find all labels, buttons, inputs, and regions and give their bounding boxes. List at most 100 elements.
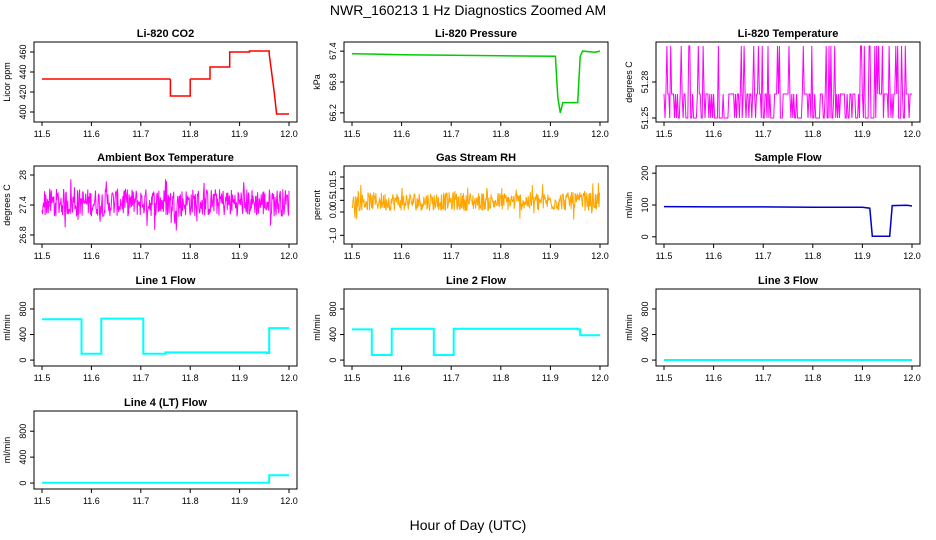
x-tick-label: 11.5	[344, 251, 361, 261]
x-tick-label: 11.8	[182, 129, 199, 139]
plot-frame	[655, 165, 921, 245]
y-tick-label: -1.0	[328, 228, 338, 244]
x-tick-label: 12.0	[903, 129, 921, 139]
x-tick-label: 11.8	[182, 251, 199, 261]
panel-1: Li-820 CO2 Licor ppm 11.5 11.6 11.7 11.8 11.9 1…	[2, 28, 298, 139]
x-tick-label: 11.6	[705, 251, 722, 261]
y-tick-label: 51.28	[640, 71, 650, 94]
y-tick-label: 67.4	[328, 42, 338, 60]
x-tick-label: 11.7	[755, 373, 772, 383]
x-tick-label: 11.7	[443, 129, 460, 139]
y-tick-label: 0	[640, 234, 650, 239]
y-tick-label: 460	[18, 44, 28, 59]
x-tick-label: 11.6	[393, 129, 410, 139]
panel-title: Line 3 Flow	[758, 275, 818, 287]
plot-frame	[33, 410, 298, 490]
plot-frame	[33, 288, 298, 367]
y-tick-label: 800	[18, 301, 28, 316]
x-tick-label: 11.5	[656, 373, 673, 383]
panel-9: Line 3 Flow ml/min 11.5 11.6 11.7 11.8 11.9 12.…	[624, 275, 921, 383]
panel-10: Line 4 (LT) Flow ml/min 11.5 11.6 11.7 11.8 11…	[2, 397, 298, 506]
y-tick-label: 1.0	[328, 182, 338, 195]
x-tick-label: 11.9	[854, 373, 871, 383]
x-tick-label: 11.7	[755, 251, 772, 261]
y-tick-label: 26.8	[18, 226, 28, 244]
x-tick-label: 11.7	[755, 129, 772, 139]
y-axis-label: ml/min	[2, 437, 12, 464]
series-line-1	[663, 204, 913, 237]
x-tick-label: 11.8	[804, 373, 821, 383]
series-line-3	[190, 50, 289, 115]
x-tick-label: 11.6	[393, 373, 410, 383]
y-tick-label: 420	[18, 84, 28, 99]
x-tick-label: 12.0	[591, 373, 609, 383]
x-tick-label: 12.0	[280, 373, 298, 383]
y-tick-label: 28	[18, 170, 28, 180]
y-tick-label: 800	[328, 301, 338, 316]
x-tick-label: 12.0	[280, 129, 298, 139]
panel-title: Line 4 (LT) Flow	[124, 397, 207, 409]
y-tick-label: 66.8	[328, 73, 338, 91]
panel-5: Gas Stream RH percent 11.5 11.6 11.7 11.8 11.9…	[312, 152, 609, 261]
x-tick-label: 12.0	[280, 251, 298, 261]
y-tick-label: 0.5	[328, 194, 338, 207]
panel-2: Li-820 Pressure kPa 11.5 11.6 11.7 11.8 11.9 12…	[312, 28, 609, 139]
panel-title: Li-820 Temperature	[738, 28, 839, 40]
x-tick-label: 11.6	[83, 496, 100, 506]
x-tick-label: 11.5	[656, 129, 673, 139]
y-tick-label: 27.4	[18, 196, 28, 214]
series-line-1	[351, 50, 601, 114]
y-tick-label: 0	[18, 481, 28, 486]
x-tick-label: 11.7	[443, 373, 460, 383]
y-tick-label: 200	[640, 166, 650, 181]
x-tick-label: 12.0	[903, 373, 921, 383]
x-tick-label: 11.7	[132, 129, 149, 139]
x-tick-label: 11.5	[344, 373, 361, 383]
x-tick-label: 11.5	[34, 373, 51, 383]
x-tick-label: 11.6	[393, 251, 410, 261]
figure-title: NWR_160213 1 Hz Diagnostics Zoomed AM	[329, 2, 607, 18]
y-axis-label: ml/min	[2, 314, 12, 341]
y-axis-label: ml/min	[624, 314, 634, 341]
y-tick-label: 51.25	[640, 107, 650, 130]
x-tick-label: 11.5	[34, 496, 51, 506]
y-tick-label: 400	[640, 327, 650, 342]
series-line	[41, 179, 290, 231]
y-tick-label: 400	[18, 327, 28, 342]
y-tick-label: 440	[18, 64, 28, 79]
series-line-1	[42, 317, 289, 355]
y-tick-label: 1.5	[328, 171, 338, 184]
panel-3: Li-820 Temperature degrees C 11.5 11.6 11.7 1…	[624, 28, 921, 139]
plot-frame	[655, 288, 921, 367]
y-tick-label: 400	[18, 104, 28, 119]
y-tick-label: 0.0	[328, 206, 338, 219]
panel-title: Li-820 CO2	[137, 28, 194, 40]
y-tick-label: 0	[18, 358, 28, 363]
panel-4: Ambient Box Temperature degrees C 11.5 11.6…	[2, 152, 298, 261]
plot-frame	[33, 41, 298, 123]
y-tick-label: 66.2	[328, 104, 338, 122]
x-tick-label: 11.9	[542, 251, 559, 261]
panel-title: Ambient Box Temperature	[97, 152, 234, 164]
x-tick-label: 11.9	[542, 373, 559, 383]
panel-title: Line 1 Flow	[136, 275, 196, 287]
y-tick-label: 400	[328, 327, 338, 342]
y-tick-label: 0	[328, 358, 338, 363]
panel-title: Li-820 Pressure	[435, 28, 517, 40]
x-tick-label: 11.9	[231, 251, 248, 261]
x-tick-label: 11.5	[34, 129, 51, 139]
x-tick-label: 11.9	[231, 496, 248, 506]
panel-7: Line 1 Flow ml/min 11.5 11.6 11.7 11.8 11.9 12.…	[2, 275, 298, 383]
panel-title: Gas Stream RH	[436, 152, 516, 164]
x-tick-label: 11.9	[231, 129, 248, 139]
x-tick-label: 11.8	[804, 129, 821, 139]
y-tick-label: 400	[18, 450, 28, 465]
x-tick-label: 11.6	[83, 129, 100, 139]
panel-title: Line 2 Flow	[446, 275, 506, 287]
x-tick-label: 12.0	[903, 251, 921, 261]
x-tick-label: 11.8	[492, 129, 509, 139]
x-tick-label: 12.0	[280, 496, 298, 506]
x-tick-label: 11.8	[492, 251, 509, 261]
y-axis-label: degrees C	[624, 61, 634, 103]
